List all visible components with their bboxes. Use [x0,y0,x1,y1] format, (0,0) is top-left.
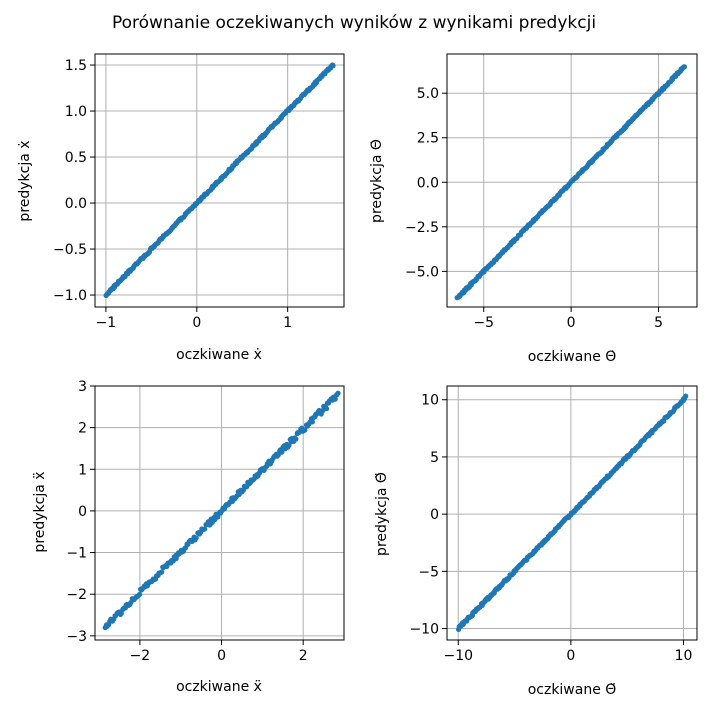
acceleration-x-ytick-label: 3 [78,379,87,395]
panel-angular-velocity: −5 0 5 −5.0 −2.5 0.0 2.5 5.0 oczkiwane Θ̇ predy… [369,53,698,365]
velocity-x-xtick-label: −1 [96,315,117,331]
acceleration-x-xtick-label: 0 [217,648,226,664]
xlabel-acceleration-x: oczkiwane ẍ [176,679,262,695]
acceleration-x-point [332,396,338,402]
angular-velocity-point [681,64,688,70]
acceleration-x-point [323,406,330,412]
angular-acceleration-plot-frame [446,385,698,641]
ylabel-angular-velocity: predykcja Θ̇ [369,139,385,223]
velocity-x-ytick-label: 1.0 [65,104,87,120]
angular-acceleration-ytick-label: 5 [430,450,439,466]
acceleration-x-point [202,526,208,532]
acceleration-x-ytick-label: −3 [66,629,87,645]
xlabel-velocity-x: oczkiwane ẋ [176,347,262,363]
acceleration-x-point [309,419,316,425]
acceleration-x-ytick-label: 0 [78,504,87,520]
acceleration-x-ytick-label: −2 [66,587,87,603]
acceleration-x-point [193,535,199,541]
angular-velocity-ytick-label: 0.0 [417,175,439,191]
acceleration-x-point [320,408,326,414]
angular-acceleration-ytick-label: −5 [418,564,439,580]
velocity-x-ytick-label: −1.0 [53,288,87,304]
angular-acceleration-points [455,393,689,633]
acceleration-x-point [293,436,299,442]
acceleration-x-point [335,390,341,396]
velocity-x-points [103,62,336,299]
acceleration-x-ytick-label: 1 [78,462,87,478]
acceleration-x-point [159,569,165,575]
velocity-x-point [330,63,336,69]
angular-velocity-ytick-label: −5.0 [405,264,439,280]
ylabel-angular-acceleration: predykcja Θ̈ [374,472,390,556]
acceleration-x-plot-frame [94,385,345,641]
velocity-x-plot-frame [94,53,345,308]
angular-acceleration-xtick-label: 0 [566,648,575,664]
acceleration-x-point [279,449,285,455]
angular-velocity-xtick-label: 5 [654,315,663,331]
angular-velocity-xtick-label: −5 [473,315,494,331]
velocity-x-ytick-label: 0.5 [65,150,87,166]
acceleration-x-point [136,591,143,597]
acceleration-x-xtick-label: 2 [299,648,308,664]
angular-velocity-points [454,64,688,301]
acceleration-x-point [302,427,308,433]
velocity-x-xtick-label: 1 [283,315,292,331]
angular-acceleration-ytick-label: 0 [430,507,439,523]
panel-velocity-x: −1 0 1 −1.0 −0.5 0.0 0.5 1.0 1.5 oczkiwane ẋ pre… [17,53,345,363]
angular-velocity-ytick-label: −2.5 [405,220,439,236]
velocity-x-xtick-label: 0 [192,315,201,331]
angular-velocity-ytick-label: 2.5 [417,131,439,147]
ylabel-velocity-x: predykcja ẋ [17,140,33,221]
panel-acceleration-x: −2 0 2 −3 −2 −1 0 1 2 3 oczkiwane ẍ predykcja ẍ [32,379,345,695]
acceleration-x-xtick-label: −2 [130,648,151,664]
acceleration-x-point [118,610,124,616]
angular-velocity-plot-frame [446,53,698,308]
angular-velocity-xtick-label: 0 [567,315,576,331]
ylabel-acceleration-x: predykcja ẍ [32,471,48,552]
angular-acceleration-ytick-label: 10 [421,393,439,409]
acceleration-x-points [102,390,341,631]
velocity-x-ytick-label: −0.5 [53,242,87,258]
acceleration-x-point [286,442,292,448]
velocity-x-ytick-label: 0.0 [65,196,87,212]
angular-acceleration-xtick-label: 10 [675,648,693,664]
angular-velocity-ytick-label: 5.0 [417,86,439,102]
velocity-x-ytick-label: 1.5 [65,58,87,74]
angular-acceleration-point [683,393,689,399]
xlabel-angular-acceleration: oczkiwane Θ̈ [528,682,617,698]
panel-angular-acceleration: −10 0 10 −10 −5 0 5 10 oczkiwane Θ̈ predykcja Θ… [374,385,698,698]
acceleration-x-ytick-label: −1 [66,546,87,562]
angular-acceleration-xtick-label: −10 [443,648,473,664]
angular-acceleration-ytick-label: −10 [409,622,439,638]
xlabel-angular-velocity: oczkiwane Θ̇ [528,349,617,365]
figure-suptitle: Porównanie oczekiwanych wyników z wynika… [112,13,596,33]
acceleration-x-ytick-label: 2 [78,421,87,437]
